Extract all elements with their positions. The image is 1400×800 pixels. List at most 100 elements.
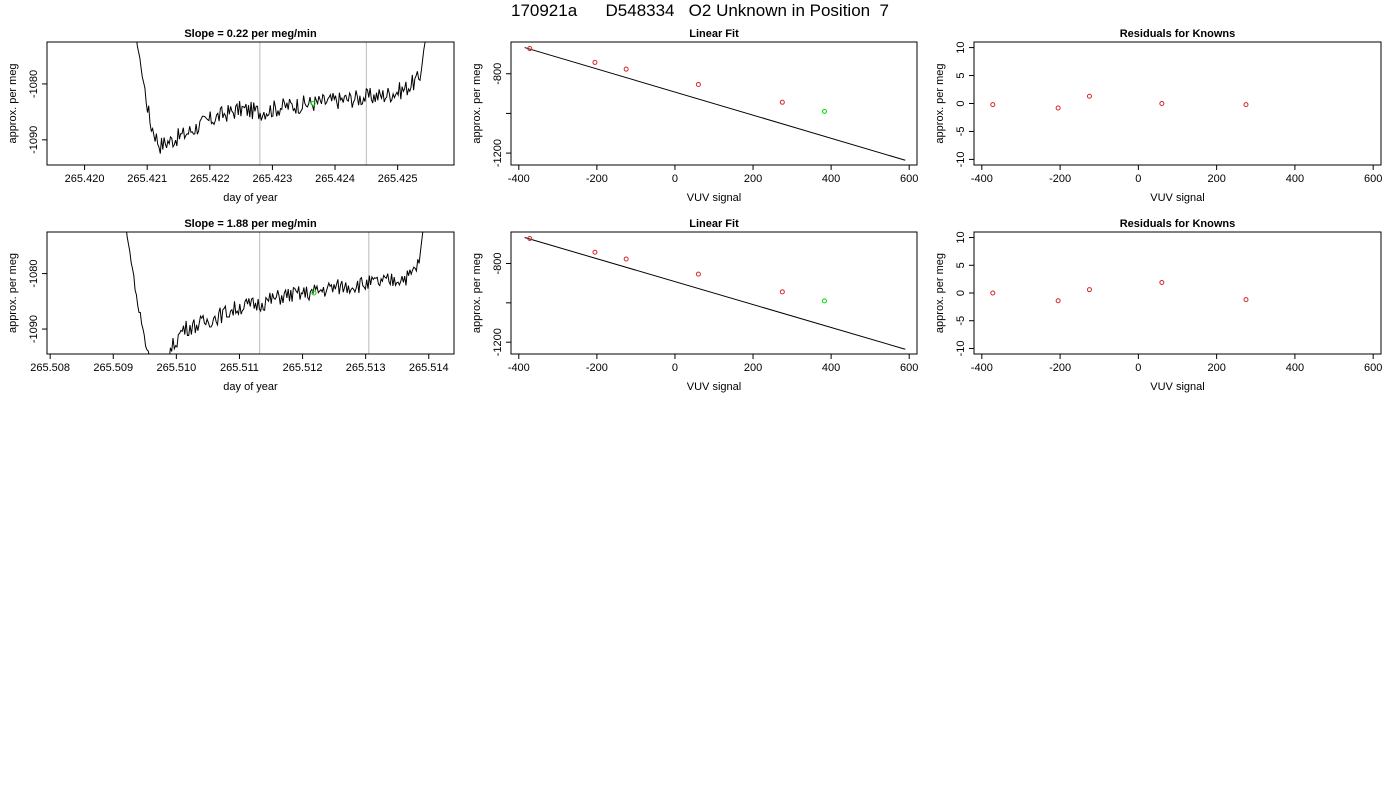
y-tick-label: -1080 xyxy=(28,70,40,98)
x-tick-label: 265.509 xyxy=(93,362,133,374)
x-tick-label: 400 xyxy=(1286,173,1304,185)
y-tick-label: -5 xyxy=(955,316,967,326)
chart-title: Residuals for Knowns xyxy=(1120,28,1236,40)
y-axis-label: approx. per meg xyxy=(934,63,946,143)
plot-frame xyxy=(46,231,455,355)
y-tick-label: -1200 xyxy=(492,328,504,356)
known-point xyxy=(592,59,598,65)
plot-area xyxy=(136,42,426,165)
plot-frame xyxy=(973,231,1382,355)
unknown-point xyxy=(311,290,317,296)
y-tick-label: -1080 xyxy=(28,260,40,288)
x-tick-label: -400 xyxy=(508,173,530,185)
plot-area xyxy=(990,93,1249,111)
x-tick-label: 265.511 xyxy=(220,362,259,374)
y-tick-label: 0 xyxy=(955,100,967,106)
plot-frame xyxy=(46,41,455,166)
x-tick-label: 265.510 xyxy=(156,362,196,374)
x-tick-label: 265.508 xyxy=(30,362,70,374)
y-tick-label: -1200 xyxy=(492,139,504,167)
x-tick-label: 265.425 xyxy=(378,173,418,185)
plot-area xyxy=(126,232,424,354)
unknown-point xyxy=(821,298,827,304)
x-tick-label: 0 xyxy=(672,362,678,374)
known-point xyxy=(1159,279,1165,285)
chart-panel-1: Slope = 0.22 per meg/min day of year appro… xyxy=(7,28,455,204)
plot-frame xyxy=(973,41,1382,166)
x-tick-label: 0 xyxy=(1135,362,1141,374)
y-axis-label: approx. per meg xyxy=(7,63,19,143)
chart-title: Residuals for Knowns xyxy=(1120,218,1236,230)
known-point xyxy=(527,235,533,241)
y-axis-label: approx. per meg xyxy=(471,253,483,333)
known-point xyxy=(623,256,629,262)
x-tick-label: 600 xyxy=(900,173,918,185)
chart-panel-3: Residuals for Knowns VUV signal approx. pe… xyxy=(934,28,1382,204)
known-point xyxy=(1086,287,1092,293)
known-point xyxy=(592,249,598,255)
plot-area xyxy=(524,235,906,350)
x-tick-label: 400 xyxy=(822,173,840,185)
x-tick-label: -200 xyxy=(1049,173,1071,185)
x-tick-label: -400 xyxy=(971,173,993,185)
known-point xyxy=(1086,93,1092,99)
y-tick-label: 10 xyxy=(955,41,967,53)
unknown-point xyxy=(821,108,827,114)
x-tick-label: 600 xyxy=(1364,173,1382,185)
known-point xyxy=(990,102,996,108)
x-tick-label: 0 xyxy=(1135,173,1141,185)
x-axis-label: VUV signal xyxy=(1150,192,1204,204)
y-tick-label: 10 xyxy=(955,231,967,243)
page-title: 170921a D548334 O2 Unknown in Position 7 xyxy=(510,1,890,20)
y-tick-label: 5 xyxy=(955,262,967,268)
x-tick-label: 265.514 xyxy=(409,362,449,374)
known-point xyxy=(1243,297,1249,303)
signal-trace xyxy=(126,232,424,354)
x-tick-label: 265.512 xyxy=(283,362,323,374)
chart-title: Slope = 0.22 per meg/min xyxy=(184,28,317,40)
y-tick-label: -1090 xyxy=(28,315,40,343)
unknown-point xyxy=(310,101,316,106)
known-point xyxy=(1243,102,1249,108)
y-tick-label: -800 xyxy=(492,252,504,274)
known-point xyxy=(779,99,785,105)
x-tick-label: -200 xyxy=(586,173,608,185)
x-tick-label: 265.513 xyxy=(346,362,386,374)
known-point xyxy=(1055,105,1061,111)
y-tick-label: 0 xyxy=(955,290,967,296)
x-tick-label: 200 xyxy=(1207,173,1225,185)
known-point xyxy=(1159,101,1165,106)
chart-title: Slope = 1.88 per meg/min xyxy=(184,218,317,230)
x-tick-label: -400 xyxy=(508,362,530,374)
known-point xyxy=(623,66,629,72)
x-axis-label: day of year xyxy=(223,192,278,204)
y-tick-label: -5 xyxy=(955,127,967,137)
known-point xyxy=(695,271,701,277)
signal-trace xyxy=(136,42,426,154)
x-tick-label: 265.424 xyxy=(315,173,355,185)
x-tick-label: 265.421 xyxy=(127,173,167,185)
y-tick-label: -10 xyxy=(955,341,967,357)
y-tick-label: -800 xyxy=(492,63,504,85)
chart-title: Linear Fit xyxy=(689,28,739,40)
x-tick-label: 200 xyxy=(744,362,762,374)
x-tick-label: 600 xyxy=(1364,362,1382,374)
y-axis-label: approx. per meg xyxy=(934,253,946,333)
fit-line xyxy=(524,237,906,350)
x-tick-label: 200 xyxy=(744,173,762,185)
known-point xyxy=(1055,298,1061,304)
plot-area xyxy=(524,46,906,161)
plot-frame xyxy=(510,41,918,166)
x-tick-label: -200 xyxy=(586,362,608,374)
x-tick-label: 265.423 xyxy=(253,173,293,185)
x-axis-label: VUV signal xyxy=(1150,381,1204,393)
y-tick-label: 5 xyxy=(955,72,967,78)
y-axis-label: approx. per meg xyxy=(7,253,19,333)
plot-frame xyxy=(510,231,918,355)
x-tick-label: 265.420 xyxy=(65,173,105,185)
x-tick-label: 400 xyxy=(822,362,840,374)
chart-title: Linear Fit xyxy=(689,218,739,230)
plot-area xyxy=(990,279,1249,304)
